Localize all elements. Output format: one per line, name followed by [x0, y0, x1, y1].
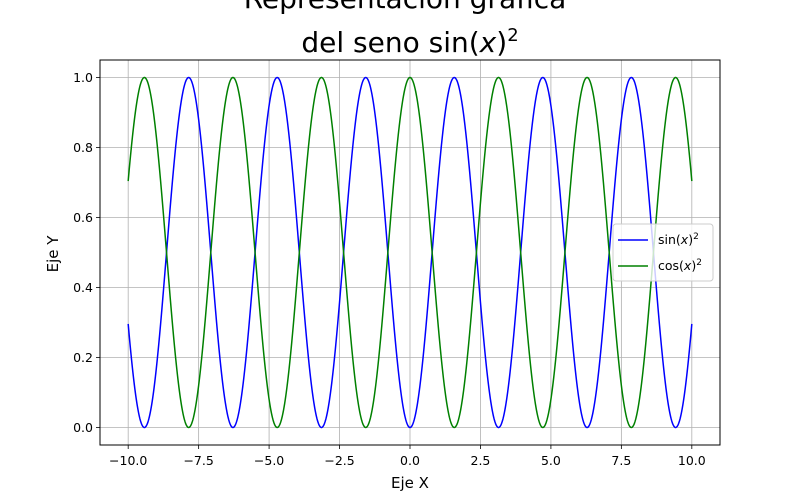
grid: [100, 60, 720, 445]
y-axis-label: Eje Y: [44, 235, 62, 273]
x-tick-label: 2.5: [471, 453, 491, 468]
legend-label-cos: cos(x)2: [658, 258, 702, 273]
series-line-cos: [127, 76, 693, 429]
legend: sin(x)2 cos(x)2: [612, 223, 714, 282]
title-prefix: del seno: [301, 26, 428, 59]
series-line-sin: [127, 76, 693, 429]
x-tick-label: −10.0: [109, 453, 147, 468]
title-exp: 2: [507, 25, 518, 46]
x-tick-label: 5.0: [541, 453, 561, 468]
title-var: x: [479, 26, 497, 59]
y-tick-label: 0.2: [73, 350, 93, 365]
y-tick-label: 0.8: [73, 140, 93, 155]
y-tick-label: 0.4: [73, 280, 93, 295]
x-tick-label: 7.5: [611, 453, 631, 468]
chart-title-line2: del seno sin(x)2: [301, 25, 518, 59]
series-layer: [127, 76, 693, 429]
y-tick-label: 0.6: [73, 210, 93, 225]
x-tick-label: 0.0: [400, 453, 420, 468]
x-tick-label: −2.5: [324, 453, 354, 468]
legend-label-sin: sin(x)2: [658, 232, 699, 247]
x-tick-label: 10.0: [678, 453, 706, 468]
x-tick-label: −5.0: [254, 453, 284, 468]
title-func: sin(: [429, 26, 480, 59]
y-tick-label: 0.0: [73, 420, 93, 435]
x-axis-label: Eje X: [391, 474, 429, 492]
x-tick-label: −7.5: [183, 453, 213, 468]
title-close: ): [496, 26, 507, 59]
ticks: −10.0 −7.5 −5.0 −2.5 0.0 2.5 5.0 7.5 10.0 0.0 0.2 0…: [73, 70, 706, 468]
chart-title-line1: Representación gráfica: [244, 0, 567, 15]
y-tick-label: 1.0: [73, 70, 93, 85]
